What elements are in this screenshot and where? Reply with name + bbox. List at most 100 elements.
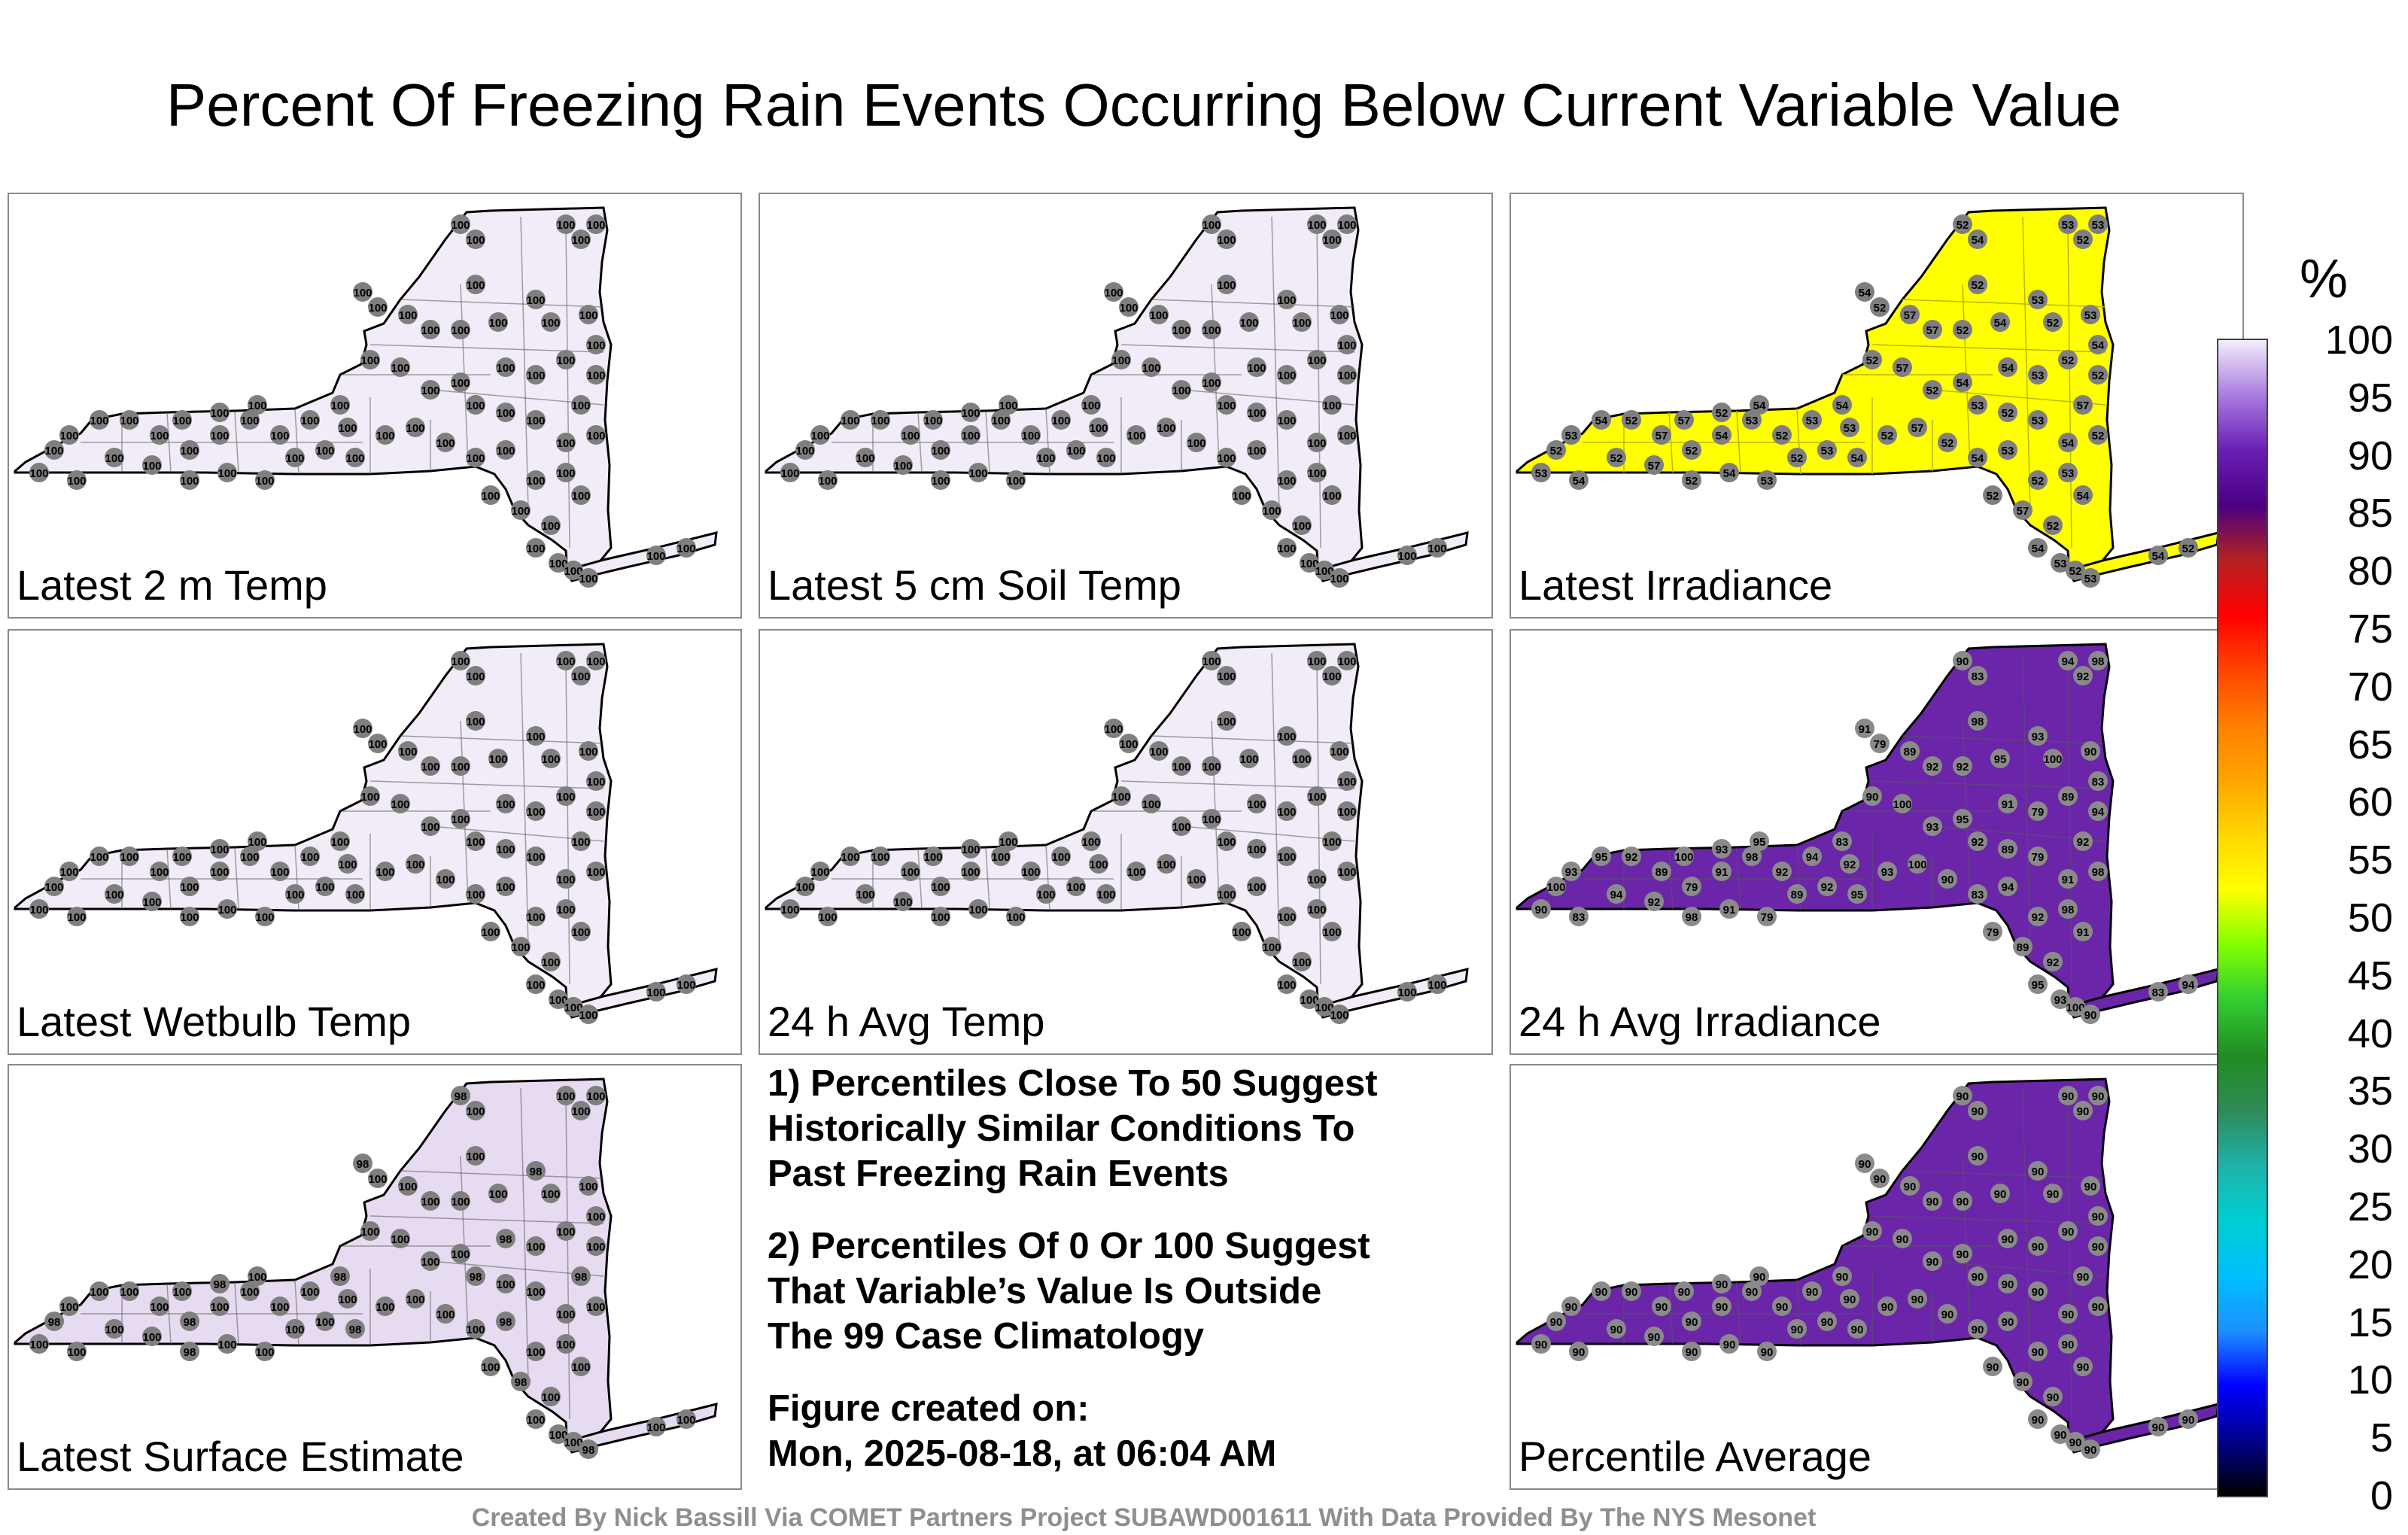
station-marker: 100 [586, 651, 606, 670]
station-marker: 98 [330, 1266, 350, 1286]
station-marker: 91 [1712, 862, 1732, 881]
station-marker: 100 [1322, 666, 1342, 685]
station-dot [180, 1312, 199, 1331]
station-value: 54 [2062, 437, 2075, 450]
station-value: 100 [406, 1293, 424, 1306]
station-value: 100 [210, 430, 229, 442]
station-dot [2088, 365, 2108, 385]
station-marker: 52 [1923, 380, 1942, 400]
station-value: 100 [923, 851, 942, 864]
station-dot [1923, 816, 1942, 836]
station-marker: 100 [368, 1169, 388, 1188]
station-marker: 100 [391, 357, 410, 377]
station-dot [2043, 312, 2063, 332]
station-dot [2013, 1372, 2033, 1391]
station-marker: 100 [1397, 546, 1417, 565]
station-dot [368, 734, 388, 753]
station-marker: 90 [1847, 1319, 1867, 1339]
station-value: 100 [1322, 400, 1341, 412]
station-value: 93 [2032, 731, 2045, 743]
station-dot [1998, 794, 2017, 813]
station-dot [549, 553, 568, 573]
station-value: 100 [526, 1414, 545, 1427]
station-marker: 100 [59, 425, 79, 445]
station-dot [586, 771, 606, 791]
station-marker: 100 [901, 862, 920, 881]
station-marker: 52 [1953, 214, 1972, 234]
station-value: 100 [556, 1090, 575, 1103]
station-value: 98 [357, 1158, 369, 1171]
station-marker: 100 [818, 470, 838, 490]
station-value: 100 [150, 430, 169, 442]
station-dot [1149, 741, 1169, 761]
station-dot [586, 801, 606, 821]
station-value: 100 [1893, 798, 1911, 811]
station-dot [1300, 989, 1319, 1009]
station-dot [451, 1191, 470, 1211]
station-marker: 53 [2058, 463, 2078, 482]
station-marker: 53 [1998, 440, 2017, 460]
station-value: 100 [172, 415, 191, 427]
station-dot [248, 395, 267, 415]
station-marker: 100 [488, 312, 508, 332]
note-figure-created: Figure created on: Mon, 2025-08-18, at 0… [768, 1388, 1277, 1474]
station-value: 100 [586, 1211, 605, 1223]
station-value: 90 [1904, 1181, 1917, 1193]
station-dot [1051, 410, 1071, 430]
station-dot [1330, 305, 1349, 324]
station-marker: 95 [1847, 884, 1867, 904]
station-marker: 100 [150, 862, 169, 881]
station-value: 90 [2002, 1316, 2014, 1329]
station-dot [496, 440, 515, 460]
station-dot [526, 1236, 546, 1256]
station-value: 100 [893, 460, 912, 473]
station-marker: 92 [1923, 756, 1942, 776]
station-marker: 98 [451, 1086, 470, 1105]
station-dot [67, 470, 87, 490]
station-value: 100 [564, 565, 582, 578]
station-marker: 100 [676, 974, 696, 994]
station-dot [1938, 1304, 1957, 1324]
station-value: 100 [1277, 415, 1296, 427]
station-dot [406, 418, 425, 437]
station-marker: 100 [466, 1101, 485, 1120]
station-value: 100 [526, 1286, 545, 1299]
station-marker: 100 [1217, 884, 1236, 904]
station-dot [1569, 1342, 1589, 1361]
station-dot [1262, 937, 1282, 956]
station-value: 53 [1844, 422, 1856, 435]
station-marker: 100 [511, 937, 531, 956]
station-value: 100 [931, 475, 950, 488]
station-dot [1277, 410, 1297, 430]
station-dot [217, 899, 237, 919]
station-dot [150, 862, 169, 881]
station-marker: 100 [579, 1005, 598, 1024]
station-dot [1787, 448, 1807, 467]
station-value: 52 [1686, 475, 1698, 488]
station-dot [2081, 741, 2100, 761]
station-value: 100 [1337, 369, 1356, 382]
station-dot [240, 847, 260, 866]
station-value: 100 [1126, 430, 1145, 442]
ny-state-map: 1001001001001001001001001001001001001001… [14, 643, 718, 1024]
station-value: 90 [2054, 1429, 2067, 1442]
station-value: 100 [1217, 234, 1236, 247]
station-dot [1247, 403, 1266, 422]
station-marker: 100 [556, 786, 576, 806]
station-dot [2088, 651, 2108, 670]
station-dot [488, 1184, 508, 1203]
station-marker: 52 [1953, 320, 1972, 339]
station-dot [526, 847, 546, 866]
station-value: 100 [571, 400, 590, 412]
station-dot [586, 365, 606, 385]
station-value: 90 [1723, 1339, 1736, 1351]
station-marker: 98 [496, 1312, 515, 1331]
station-value: 100 [1081, 400, 1100, 412]
station-marker: 57 [2013, 500, 2033, 520]
station-dot [1119, 297, 1139, 317]
station-dot [1036, 884, 1056, 904]
station-dot [180, 1342, 199, 1361]
station-marker: 90 [1908, 1289, 1927, 1309]
station-value: 100 [1277, 851, 1296, 864]
colorbar-tick-label: 55 [2347, 837, 2393, 883]
